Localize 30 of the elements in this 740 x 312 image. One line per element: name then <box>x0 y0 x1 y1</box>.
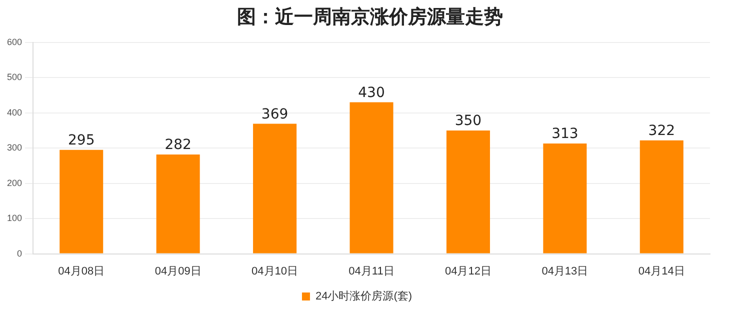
x-tick-label: 04月11日 <box>348 265 394 278</box>
data-label: 322 <box>648 122 676 139</box>
data-label: 430 <box>358 84 385 101</box>
bar <box>543 144 587 254</box>
y-tick-label: 600 <box>6 36 22 47</box>
x-tick-label: 04月08日 <box>58 265 105 278</box>
bar <box>156 154 200 254</box>
x-tick-label: 04月13日 <box>542 265 588 278</box>
data-label: 282 <box>164 137 192 154</box>
data-label: 350 <box>454 113 482 130</box>
legend-label: 24小时涨价房源(套) <box>315 290 412 303</box>
y-tick-label: 500 <box>6 72 22 82</box>
data-label: 369 <box>261 106 288 122</box>
bar <box>253 124 297 254</box>
y-tick-label: 100 <box>6 213 22 224</box>
chart-title: 图：近一周南京涨价房源量走势 <box>236 5 504 30</box>
bar <box>350 102 394 254</box>
x-tick-label: 04月14日 <box>638 265 685 278</box>
y-tick-label: 200 <box>6 178 22 188</box>
bar <box>60 150 104 254</box>
x-tick-label: 04月10日 <box>252 265 298 278</box>
x-tick-label: 04月12日 <box>444 265 492 278</box>
x-tick-label: 04月09日 <box>154 265 202 278</box>
data-label: 313 <box>552 126 578 142</box>
y-tick-label: 0 <box>17 248 22 258</box>
bar <box>640 140 684 254</box>
bar <box>446 130 490 254</box>
data-label: 295 <box>68 132 95 148</box>
y-tick-label: 400 <box>6 107 22 118</box>
y-tick-label: 300 <box>6 142 22 153</box>
